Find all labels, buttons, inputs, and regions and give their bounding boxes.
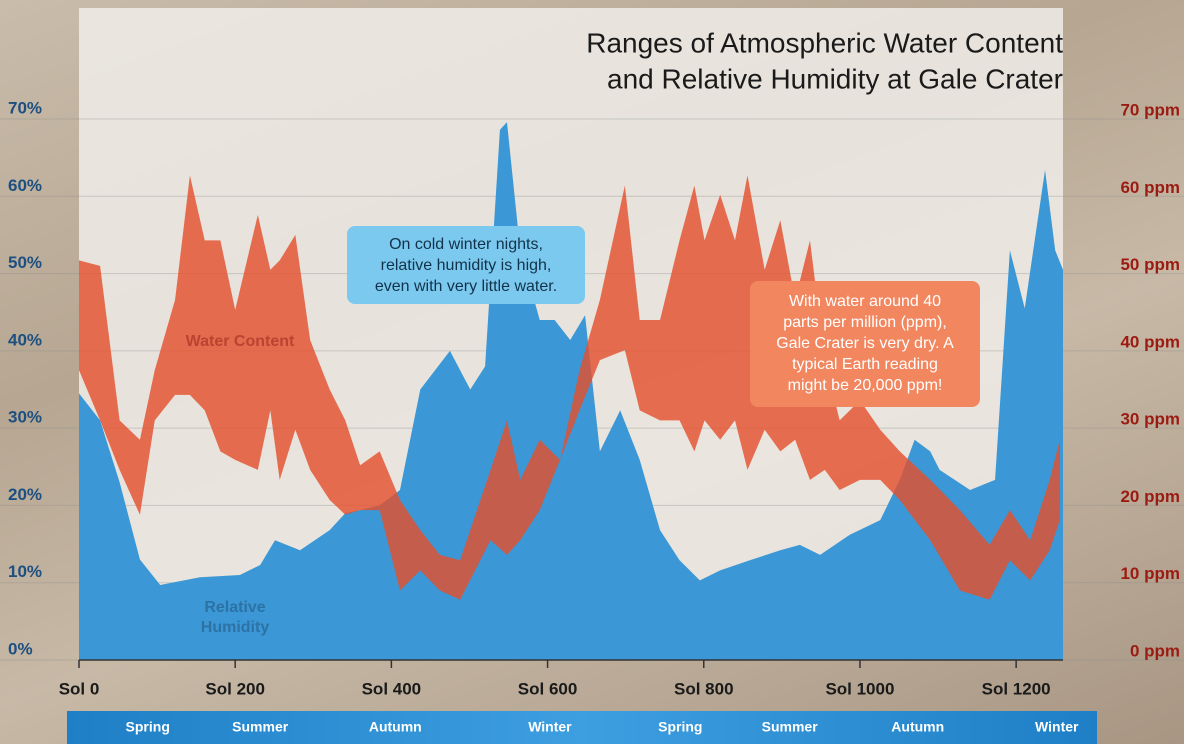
page: 0% 10% 20% 30% 40% 50% 60% 70% 0 ppm 10 ppm 20 ppm… [0,0,1184,744]
y-tick-label: 60% [8,176,42,195]
y-tick-label: 0% [8,639,33,658]
x-tick-label: Sol 0 [59,679,100,698]
season-label: Summer [232,719,289,735]
y-tick-label: 30% [8,408,42,427]
x-tick-label: Sol 800 [674,679,734,698]
y2-tick-label: 20 ppm [1120,487,1180,506]
y-tick-label: 10% [8,562,42,581]
annotation-line: parts per million (ppm), [756,312,974,333]
season-label: Spring [126,719,170,735]
y-tick-label: 20% [8,485,42,504]
annotation: On cold winter nights,relative humidity … [347,226,585,304]
season-label: Summer [762,719,819,735]
season-label: Autumn [891,719,944,735]
y2-tick-label: 0 ppm [1130,641,1180,660]
x-tick-label: Sol 1000 [825,679,894,698]
y2-tick-label: 10 ppm [1120,564,1180,583]
x-tick-label: Sol 200 [205,679,265,698]
y-tick-label: 40% [8,330,42,349]
y-tick-label: 50% [8,253,42,272]
series-label: Relative Humidity [180,598,290,638]
annotation-line: On cold winter nights, [353,234,579,255]
chart-title: and Relative Humidity at Gale Crater [607,63,1063,94]
y-tick-label: 70% [8,98,42,117]
y2-tick-label: 70 ppm [1120,100,1180,119]
annotation-line: With water around 40 [756,291,974,312]
y2-tick-label: 60 ppm [1120,178,1180,197]
season-label: Winter [528,719,572,735]
y2-tick-label: 50 ppm [1120,255,1180,274]
annotation-line: even with very little water. [353,276,579,297]
annotation-line: relative humidity is high, [353,255,579,276]
x-tick-label: Sol 400 [362,679,422,698]
season-label: Spring [658,719,702,735]
x-tick-label: Sol 1200 [982,679,1051,698]
chart: 0% 10% 20% 30% 40% 50% 60% 70% 0 ppm 10 ppm 20 ppm… [0,0,1184,744]
y2-tick-label: 30 ppm [1120,410,1180,429]
season-label: Autumn [369,719,422,735]
x-tick-label: Sol 600 [518,679,578,698]
annotation-line: typical Earth reading [756,354,974,375]
season-label: Winter [1035,719,1079,735]
series-label: Water Content [185,332,295,352]
annotation-line: might be 20,000 ppm! [756,375,974,396]
y2-tick-label: 40 ppm [1120,332,1180,351]
annotation-line: Gale Crater is very dry. A [756,333,974,354]
chart-title: Ranges of Atmospheric Water Content [586,27,1063,58]
